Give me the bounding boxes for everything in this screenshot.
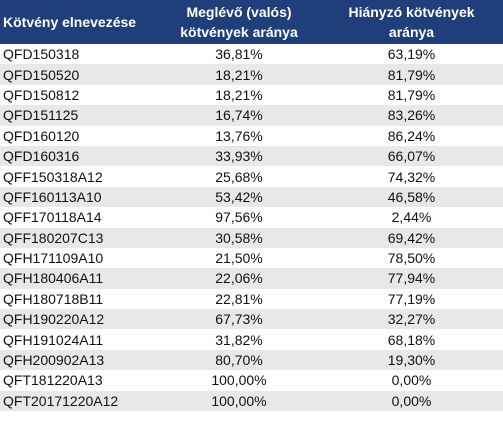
cell-existing-ratio: 13,76% [158, 125, 320, 146]
cell-missing-ratio: 0,00% [320, 390, 503, 412]
cell-existing-ratio: 100,00% [158, 370, 320, 391]
cell-bond-name: QFF180207C13 [0, 227, 158, 248]
table-row: QFD150812 18,21% 81,79% [0, 84, 503, 106]
cell-missing-ratio: 19,30% [320, 349, 503, 371]
cell-missing-ratio: 81,79% [320, 64, 503, 85]
table-row: QFH180718B11 22,81% 77,19% [0, 288, 503, 310]
cell-existing-ratio: 22,06% [158, 268, 320, 289]
cell-missing-ratio: 63,19% [320, 44, 503, 65]
table-row: QFD160120 13,76% 86,24% [0, 125, 503, 146]
cell-missing-ratio: 2,44% [320, 207, 503, 228]
cell-bond-name: QFH190220A12 [0, 309, 158, 330]
cell-missing-ratio: 69,42% [320, 227, 503, 248]
cell-existing-ratio: 31,82% [158, 329, 320, 350]
cell-existing-ratio: 16,74% [158, 105, 320, 126]
cell-bond-name: QFD150318 [0, 44, 158, 65]
header-existing-ratio: Meglévő (valós) kötvények aránya [158, 0, 320, 44]
cell-bond-name: QFH180406A11 [0, 268, 158, 289]
cell-missing-ratio: 77,94% [320, 268, 503, 289]
cell-existing-ratio: 97,56% [158, 207, 320, 228]
cell-bond-name: QFF170118A14 [0, 207, 158, 228]
table-row: QFH190220A12 67,73% 32,27% [0, 309, 503, 330]
cell-existing-ratio: 18,21% [158, 64, 320, 85]
cell-missing-ratio: 74,32% [320, 166, 503, 187]
table-body: QFD150318 36,81% 63,19% QFD150520 18,21% 81,7… [0, 44, 503, 412]
cell-bond-name: QFH171109A10 [0, 247, 158, 269]
cell-missing-ratio: 66,07% [320, 145, 503, 167]
cell-bond-name: QFD150520 [0, 64, 158, 85]
table-row: QFT181220A13 100,00% 0,00% [0, 370, 503, 391]
cell-bond-name: QFD160316 [0, 145, 158, 167]
table-row: QFF180207C13 30,58% 69,42% [0, 227, 503, 248]
cell-existing-ratio: 80,70% [158, 349, 320, 371]
header-missing-ratio: Hiányzó kötvények aránya [320, 0, 503, 44]
table-row: QFH200902A13 80,70% 19,30% [0, 349, 503, 371]
cell-bond-name: QFF150318A12 [0, 166, 158, 187]
table-row: QFH191024A11 31,82% 68,18% [0, 329, 503, 350]
cell-existing-ratio: 21,50% [158, 247, 320, 269]
cell-bond-name: QFH180718B11 [0, 288, 158, 310]
cell-missing-ratio: 78,50% [320, 247, 503, 269]
cell-bond-name: QFH200902A13 [0, 349, 158, 371]
cell-bond-name: QFD160120 [0, 125, 158, 146]
table-row: QFD150318 36,81% 63,19% [0, 44, 503, 65]
table-row: QFH171109A10 21,50% 78,50% [0, 247, 503, 269]
cell-existing-ratio: 67,73% [158, 309, 320, 330]
cell-existing-ratio: 22,81% [158, 288, 320, 310]
cell-existing-ratio: 30,58% [158, 227, 320, 248]
cell-bond-name: QFF160113A10 [0, 186, 158, 208]
cell-missing-ratio: 83,26% [320, 105, 503, 126]
header-bond-name: Kötvény elnevezése [0, 0, 158, 44]
table-row: QFH180406A11 22,06% 77,94% [0, 268, 503, 289]
cell-bond-name: QFD151125 [0, 105, 158, 126]
cell-bond-name: QFD150812 [0, 84, 158, 106]
cell-missing-ratio: 46,58% [320, 186, 503, 208]
cell-missing-ratio: 0,00% [320, 370, 503, 391]
cell-existing-ratio: 53,42% [158, 186, 320, 208]
table-header: Kötvény elnevezése Meglévő (valós) kötvé… [0, 0, 503, 44]
cell-bond-name: QFH191024A11 [0, 329, 158, 350]
table-row: QFD150520 18,21% 81,79% [0, 64, 503, 85]
cell-bond-name: QFT20171220A12 [0, 390, 158, 412]
cell-existing-ratio: 33,93% [158, 145, 320, 167]
cell-missing-ratio: 68,18% [320, 329, 503, 350]
table-row: QFF170118A14 97,56% 2,44% [0, 207, 503, 228]
table-row: QFD151125 16,74% 83,26% [0, 105, 503, 126]
cell-existing-ratio: 25,68% [158, 166, 320, 187]
cell-existing-ratio: 100,00% [158, 390, 320, 412]
cell-missing-ratio: 81,79% [320, 84, 503, 106]
header-row: Kötvény elnevezése Meglévő (valós) kötvé… [0, 0, 503, 44]
table-row: QFF150318A12 25,68% 74,32% [0, 166, 503, 187]
cell-missing-ratio: 32,27% [320, 309, 503, 330]
cell-missing-ratio: 86,24% [320, 125, 503, 146]
cell-existing-ratio: 36,81% [158, 44, 320, 65]
table-row: QFD160316 33,93% 66,07% [0, 145, 503, 167]
bond-ratio-table: Kötvény elnevezése Meglévő (valós) kötvé… [0, 0, 503, 412]
cell-bond-name: QFT181220A13 [0, 370, 158, 391]
cell-existing-ratio: 18,21% [158, 84, 320, 106]
table-row: QFT20171220A12 100,00% 0,00% [0, 390, 503, 412]
table-row: QFF160113A10 53,42% 46,58% [0, 186, 503, 208]
cell-missing-ratio: 77,19% [320, 288, 503, 310]
